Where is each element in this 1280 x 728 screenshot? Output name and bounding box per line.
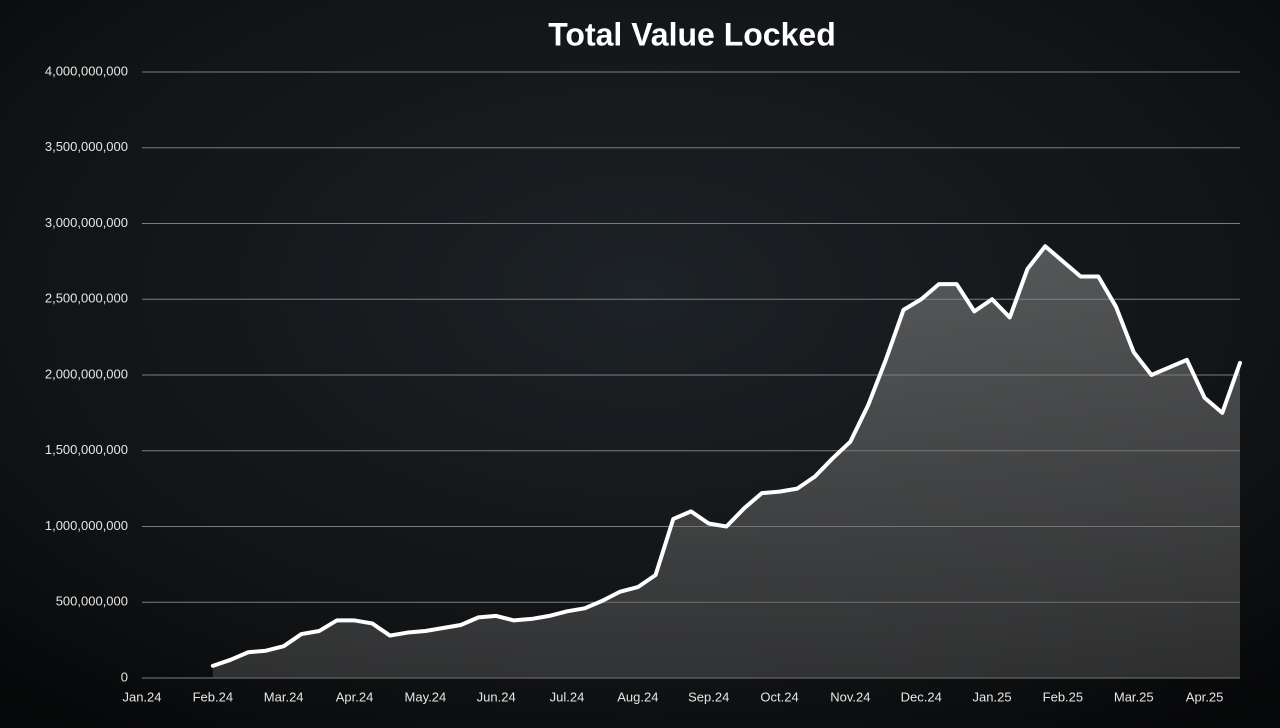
y-tick-label: 1,500,000,000 <box>45 442 128 457</box>
line <box>210 244 1242 668</box>
x-tick-label: Oct.24 <box>760 689 798 704</box>
x-tick-label: Apr.25 <box>1186 689 1224 704</box>
x-tick-label: Apr.24 <box>336 689 374 704</box>
x-tick-label: Feb.25 <box>1043 689 1083 704</box>
x-tick-label: Jun.24 <box>477 689 516 704</box>
y-tick-label: 4,000,000,000 <box>45 63 128 78</box>
x-tick-label: May.24 <box>405 689 447 704</box>
y-tick-label: 500,000,000 <box>56 594 128 609</box>
x-tick-label: Feb.24 <box>193 689 233 704</box>
y-tick-label: 2,000,000,000 <box>45 366 128 381</box>
x-tick-label: Aug.24 <box>617 689 658 704</box>
x-tick-label: Sep.24 <box>688 689 729 704</box>
area <box>212 246 1241 678</box>
y-tick-label: 0 <box>121 669 128 684</box>
x-tick-label: Jul.24 <box>550 689 585 704</box>
chart-title: Total Value Locked <box>548 16 835 52</box>
x-tick-label: Mar.24 <box>264 689 304 704</box>
y-tick-label: 3,500,000,000 <box>45 139 128 154</box>
x-tick-label: Jan.24 <box>122 689 161 704</box>
x-tick-label: Dec.24 <box>901 689 942 704</box>
y-tick-label: 2,500,000,000 <box>45 291 128 306</box>
y-tick-label: 1,000,000,000 <box>45 518 128 533</box>
y-tick-label: 3,000,000,000 <box>45 215 128 230</box>
x-tick-label: Nov.24 <box>830 689 870 704</box>
x-tick-label: Jan.25 <box>973 689 1012 704</box>
x-tick-label: Mar.25 <box>1114 689 1154 704</box>
